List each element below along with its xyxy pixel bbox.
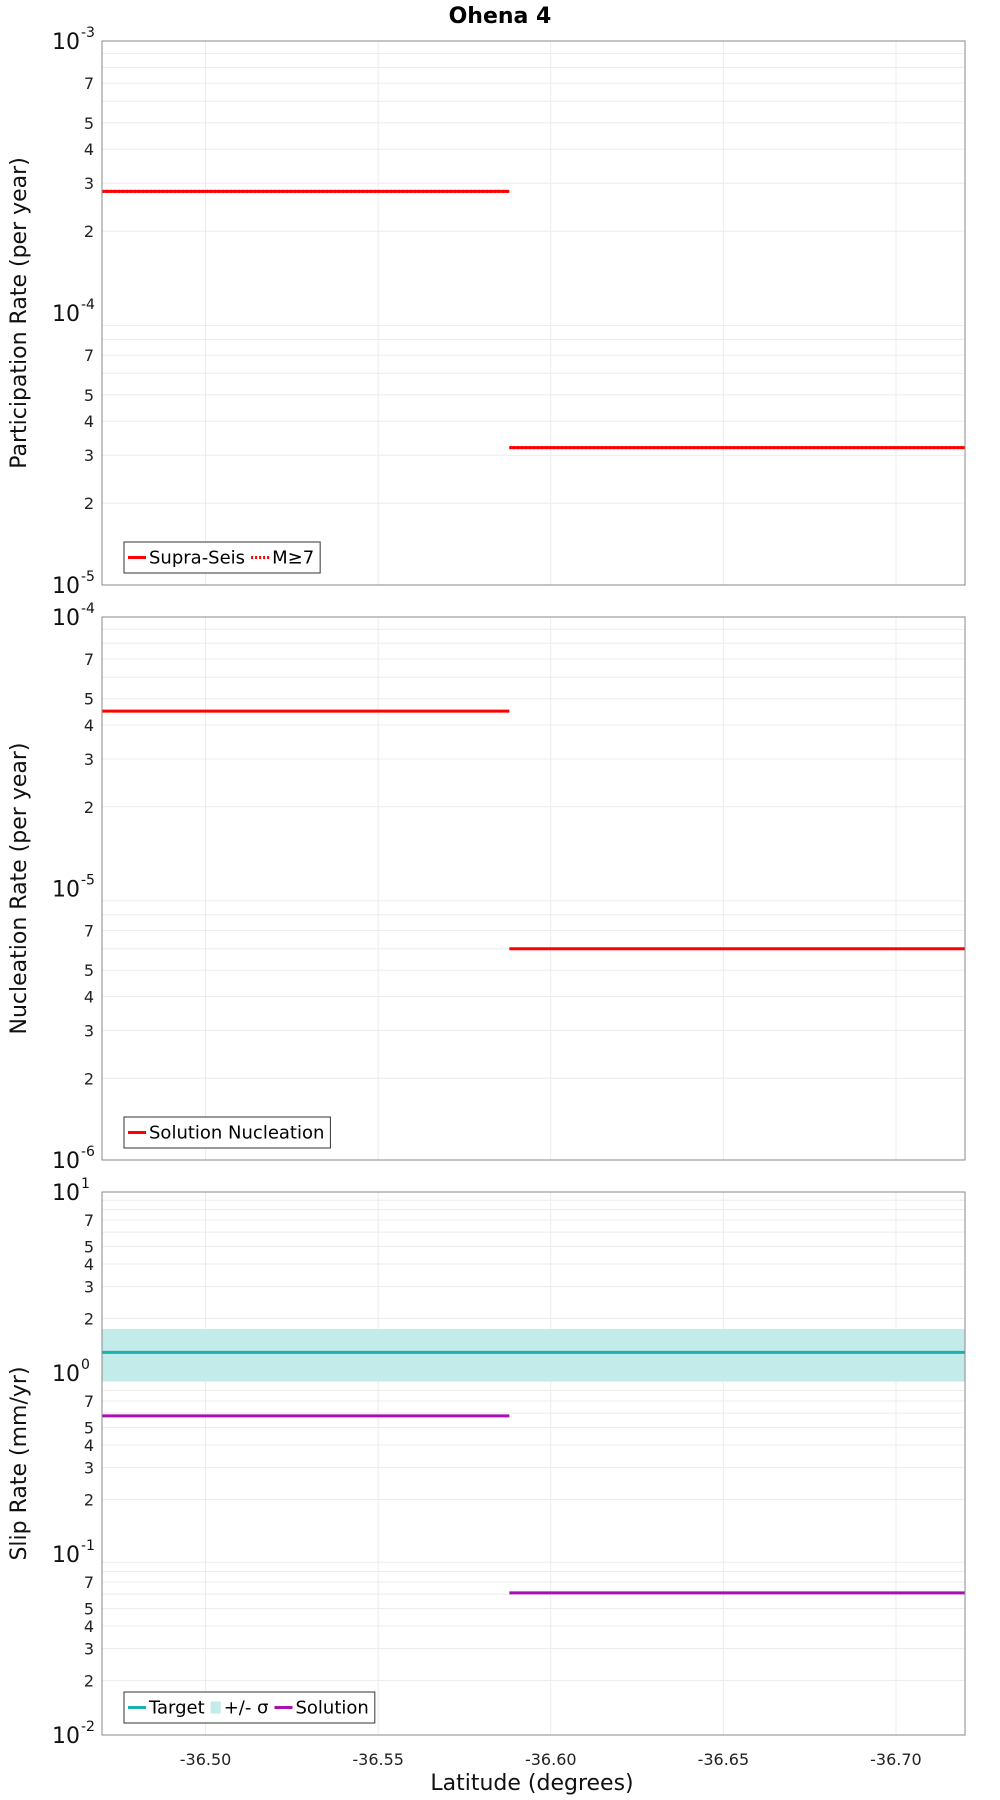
y-decade-label: 10 <box>52 1724 80 1749</box>
y-tick-label: 7 <box>84 1211 94 1230</box>
legend-label: Supra-Seis <box>149 548 245 569</box>
y-tick-label: 5 <box>84 1418 94 1437</box>
y-axis-label: Nucleation Rate (per year) <box>7 743 32 1035</box>
y-decade-label: 10 <box>52 1543 80 1568</box>
legend-label: Target <box>148 1698 205 1719</box>
y-decade-exponent: -6 <box>81 1144 95 1160</box>
y-tick-label: 4 <box>84 1436 94 1455</box>
y-tick-label: 4 <box>84 716 94 735</box>
legend-box <box>123 1691 376 1724</box>
plot-frame <box>101 40 966 586</box>
x-tick-label: -36.50 <box>180 1750 232 1769</box>
y-decade-label: 10 <box>52 302 80 327</box>
y-tick-label: 7 <box>84 1392 94 1411</box>
y-decade-exponent: 0 <box>81 1357 90 1373</box>
y-tick-label: 5 <box>84 690 94 709</box>
y-tick-label: 3 <box>84 174 94 193</box>
y-tick-label: 4 <box>84 412 94 431</box>
gridlines <box>102 1192 965 1735</box>
y-tick-label: 5 <box>84 961 94 980</box>
y-tick-label: 7 <box>84 650 94 669</box>
legend-label: Solution Nucleation <box>149 1123 324 1144</box>
y-tick-label: 3 <box>84 1459 94 1478</box>
legend-label: +/- σ <box>224 1698 269 1719</box>
y-decade-label: 10 <box>52 1181 80 1206</box>
y-decade-exponent: -5 <box>81 873 95 889</box>
legend: Target +/- σ Solution <box>123 1691 376 1724</box>
y-tick-label: 2 <box>84 1069 94 1088</box>
gridlines <box>102 41 965 585</box>
y-tick-label: 3 <box>84 1278 94 1297</box>
y-tick-label: 5 <box>84 386 94 405</box>
y-tick-label: 2 <box>84 222 94 241</box>
x-tick-label: -36.55 <box>352 1750 404 1769</box>
y-tick-label: 7 <box>84 74 94 93</box>
y-decade-label: 10 <box>52 878 80 903</box>
y-tick-label: 7 <box>84 1573 94 1592</box>
legend-swatch <box>210 1701 221 1714</box>
legend-box <box>123 1116 331 1149</box>
y-tick-label: 2 <box>84 1672 94 1691</box>
y-tick-label: 4 <box>84 1255 94 1274</box>
y-tick-label: 3 <box>84 1640 94 1659</box>
legend: Supra-Seis M≥7 <box>123 541 321 574</box>
y-decade-exponent: -2 <box>81 1719 95 1735</box>
y-tick-label: 2 <box>84 494 94 513</box>
plot-frame <box>101 1191 966 1736</box>
y-decade-exponent: 1 <box>81 1176 90 1192</box>
legend-box <box>123 541 321 574</box>
y-decade-exponent: -5 <box>81 569 95 585</box>
y-tick-label: 5 <box>84 1599 94 1618</box>
y-decade-exponent: -4 <box>81 601 95 617</box>
y-tick-label: 3 <box>84 1021 94 1040</box>
y-tick-label: 4 <box>84 1617 94 1636</box>
y-decade-exponent: -3 <box>81 25 95 41</box>
y-decade-label: 10 <box>52 1362 80 1387</box>
y-tick-label: 5 <box>84 1237 94 1256</box>
legend: Solution Nucleation <box>123 1116 331 1149</box>
y-tick-label: 2 <box>84 798 94 817</box>
y-decade-exponent: -4 <box>81 297 95 313</box>
gridlines <box>102 617 965 1160</box>
y-tick-label: 5 <box>84 114 94 133</box>
x-tick-label: -36.65 <box>698 1750 750 1769</box>
y-axis-label: Slip Rate (mm/yr) <box>7 1366 32 1560</box>
legend-label: Solution <box>295 1698 368 1719</box>
y-tick-label: 3 <box>84 446 94 465</box>
y-tick-label: 2 <box>84 1310 94 1329</box>
sigma-band <box>102 1329 965 1382</box>
y-axis-label: Participation Rate (per year) <box>7 157 32 469</box>
y-tick-label: 3 <box>84 750 94 769</box>
plot-frame <box>101 616 966 1161</box>
y-tick-label: 7 <box>84 346 94 365</box>
y-decade-label: 10 <box>52 30 80 55</box>
y-tick-label: 4 <box>84 988 94 1007</box>
y-decade-label: 10 <box>52 1149 80 1174</box>
x-tick-label: -36.60 <box>525 1750 577 1769</box>
y-decade-exponent: -1 <box>81 1538 95 1554</box>
x-tick-label: -36.70 <box>870 1750 922 1769</box>
y-tick-label: 7 <box>84 922 94 941</box>
y-tick-label: 4 <box>84 140 94 159</box>
legend-label: M≥7 <box>272 548 314 569</box>
y-decade-label: 10 <box>52 606 80 631</box>
y-tick-label: 2 <box>84 1491 94 1510</box>
x-axis-label: Latitude (degrees) <box>430 1771 633 1796</box>
y-decade-label: 10 <box>52 574 80 599</box>
chart-title: Ohena 4 <box>449 4 552 29</box>
